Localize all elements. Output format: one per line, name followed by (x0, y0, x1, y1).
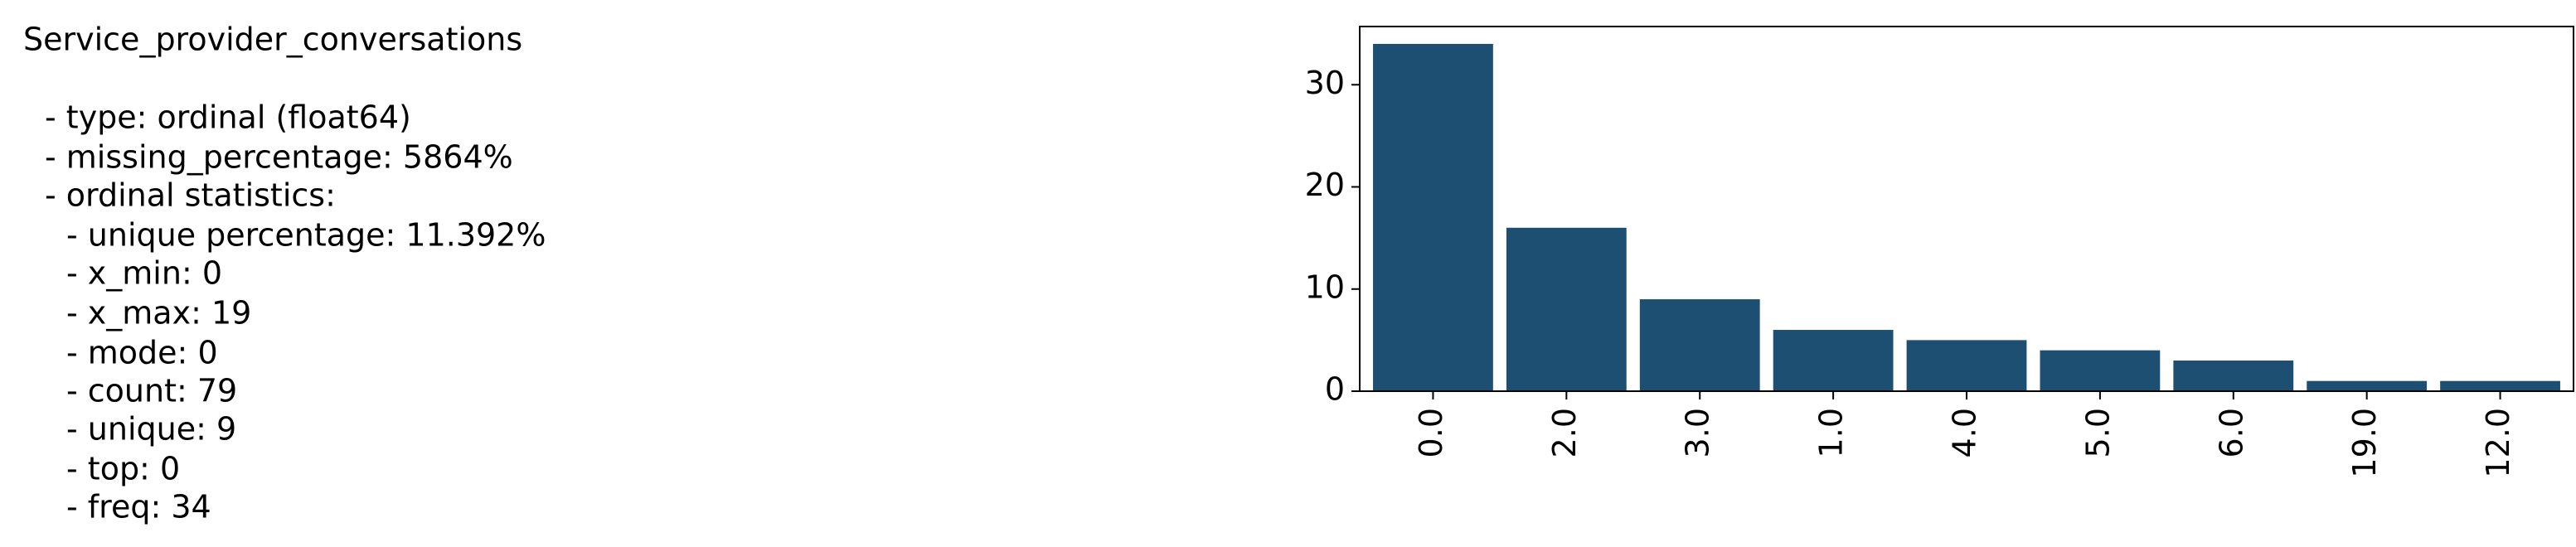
info-line: - ordinal statistics: (45, 177, 336, 214)
column-title: Service_provider_conversations (23, 22, 522, 58)
bar (1906, 340, 2027, 391)
info-line: - missing_percentage: 5864% (45, 139, 513, 176)
x-tick-label: 19.0 (2346, 408, 2383, 478)
bar (1373, 43, 1493, 391)
bar (1639, 299, 1760, 391)
x-tick-label: 2.0 (1546, 408, 1583, 457)
info-line: - top: 0 (66, 451, 180, 487)
bar (2440, 380, 2560, 391)
x-tick-label: 3.0 (1680, 408, 1716, 457)
x-tick-label: 0.0 (1413, 408, 1449, 457)
y-tick-label: 10 (1305, 269, 1345, 305)
y-tick-label: 30 (1305, 65, 1345, 101)
info-line: - unique: 9 (66, 411, 236, 448)
x-tick-label: 1.0 (1813, 408, 1850, 457)
bar (2040, 350, 2161, 391)
info-line: - freq: 34 (66, 489, 211, 525)
info-line: - x_max: 19 (66, 295, 251, 332)
y-tick-label: 20 (1305, 167, 1345, 203)
info-line: - unique percentage: 11.392% (66, 217, 546, 254)
info-line: - x_min: 0 (66, 255, 222, 292)
info-line: - mode: 0 (66, 335, 218, 371)
bar (1773, 330, 1894, 391)
y-tick-label: 0 (1325, 371, 1345, 408)
x-tick-label: 4.0 (1947, 408, 1983, 457)
x-tick-label: 6.0 (2213, 408, 2249, 457)
bar (2173, 361, 2294, 391)
bar (2307, 380, 2428, 391)
x-tick-label: 12.0 (2480, 408, 2516, 478)
bar (1506, 227, 1627, 391)
plot-frame (1359, 26, 2574, 392)
info-line: - type: ordinal (float64) (45, 99, 411, 136)
info-line: - count: 79 (66, 373, 237, 409)
chart: 0 10 20 30 0.0 2.0 3.0 1.0 4.0 5.0 6.0 19.0 12.0 (1305, 26, 2574, 478)
x-tick-label: 5.0 (2079, 408, 2116, 457)
